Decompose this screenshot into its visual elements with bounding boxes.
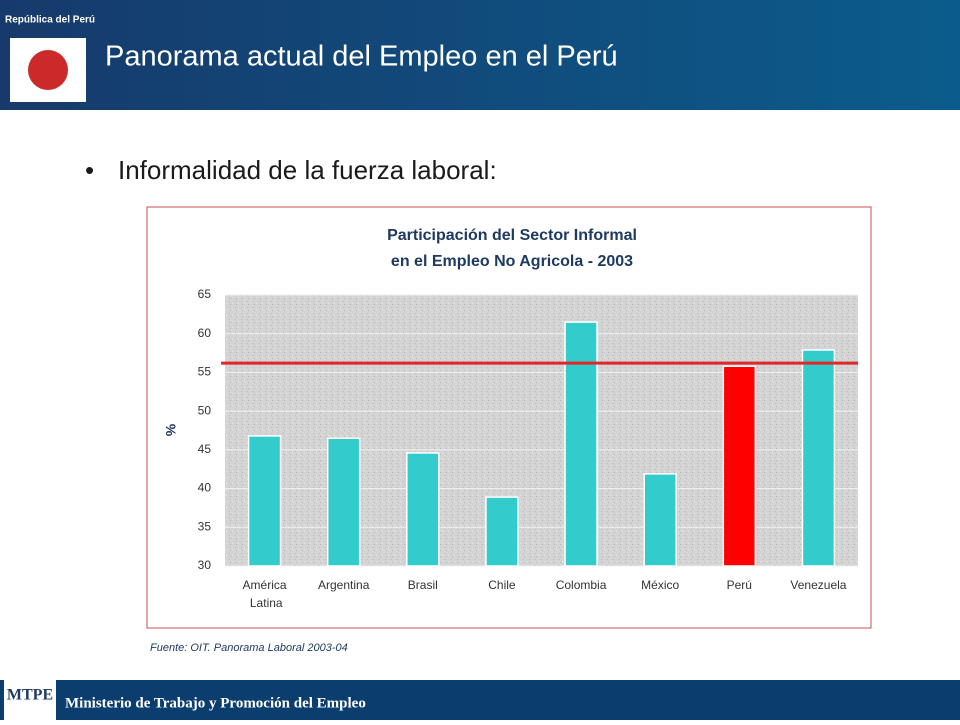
- chart-title: Participación del Sector Informal: [387, 227, 637, 244]
- y-tick-label: 65: [198, 287, 212, 301]
- y-tick-label: 60: [198, 326, 212, 340]
- x-tick-label: América Latina: [243, 578, 287, 610]
- bar: [406, 452, 440, 567]
- y-tick-label: 55: [198, 365, 212, 379]
- footer-logo: MTPE: [7, 687, 53, 704]
- y-tick-label: 45: [198, 442, 212, 456]
- x-tick-label: Colombia: [556, 578, 607, 592]
- bar: [326, 437, 361, 567]
- footer-logo-box: [4, 676, 56, 720]
- x-tick-label: Brasil: [408, 578, 438, 592]
- x-tick-label: Venezuela: [790, 578, 846, 592]
- x-tick-label: Argentina: [318, 578, 370, 592]
- x-tick-label: Perú: [727, 578, 752, 592]
- y-axis-label: %: [163, 423, 179, 436]
- chart-title: en el Empleo No Agricola - 2003: [391, 253, 633, 270]
- emblem: [28, 50, 68, 90]
- slide-title: Panorama actual del Empleo en el Perú: [105, 41, 618, 73]
- y-tick-label: 35: [198, 519, 212, 533]
- y-tick-label: 30: [198, 558, 212, 572]
- y-tick-label: 50: [198, 403, 212, 417]
- x-tick-label: México: [641, 578, 679, 592]
- footer-text: Ministerio de Trabajo y Promoción del Em…: [65, 695, 366, 711]
- bar: [722, 365, 757, 567]
- bar: [485, 496, 519, 567]
- header-band: [0, 0, 960, 110]
- bar: [564, 321, 598, 567]
- bar: [643, 473, 677, 567]
- y-tick-label: 40: [198, 481, 212, 495]
- bar: [801, 349, 836, 567]
- bar: [247, 435, 282, 567]
- footer-band: [0, 680, 960, 720]
- bullet-dot: •: [85, 155, 94, 185]
- plot-area: [225, 295, 858, 566]
- bullet-text: Informalidad de la fuerza laboral:: [118, 155, 497, 185]
- x-tick-label: Chile: [488, 578, 516, 592]
- emblem-text: República del Perú: [5, 15, 95, 26]
- source: Fuente: OIT. Panorama Laboral 2003-04: [150, 642, 348, 654]
